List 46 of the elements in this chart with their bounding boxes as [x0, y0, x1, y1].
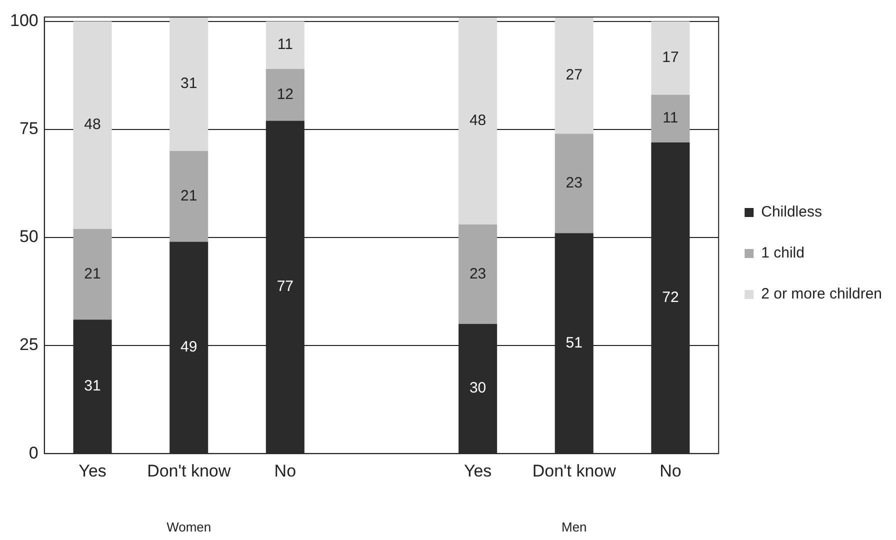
data-label: 48: [84, 116, 101, 134]
data-label: 51: [566, 334, 582, 352]
bar: [170, 151, 208, 242]
bar: [266, 21, 304, 69]
data-label: 23: [566, 174, 582, 192]
bar: [458, 224, 498, 324]
data-label: 72: [662, 288, 679, 306]
x-tick-label: No: [274, 461, 296, 480]
x-tick-label: Yes: [78, 461, 106, 480]
y-tick-label: 50: [19, 227, 38, 246]
data-label: 77: [276, 278, 294, 296]
data-label: 31: [84, 377, 101, 394]
x-tick-label: Don't know: [532, 461, 617, 480]
data-label: 12: [276, 86, 294, 103]
data-label: 17: [662, 49, 679, 66]
data-label: 11: [277, 36, 293, 54]
data-label: 27: [566, 66, 582, 84]
bar: [554, 134, 594, 234]
data-label: 48: [469, 112, 486, 129]
legend-label: 1 child: [761, 244, 804, 262]
y-tick-label: 75: [19, 119, 38, 138]
bar: [73, 228, 112, 320]
bar: [651, 21, 690, 95]
data-label: 21: [180, 188, 198, 205]
data-label: 23: [469, 265, 486, 282]
text: Women: [166, 520, 212, 535]
legend-label: Childless: [761, 204, 822, 221]
y-tick-label: 0: [28, 443, 38, 462]
data-label: 30: [469, 380, 486, 397]
data-label: 21: [84, 265, 101, 282]
x-tick-label: Don't know: [147, 461, 232, 480]
x-tick-label: No: [660, 461, 682, 480]
legend-label: 2 or more children: [761, 286, 882, 303]
bar: [170, 17, 208, 152]
x-tick-label: Yes: [464, 461, 492, 480]
bar: [458, 17, 498, 224]
data-label: 31: [180, 75, 198, 92]
data-label: 49: [180, 338, 198, 356]
data-label: 11: [662, 110, 678, 127]
bar: [266, 68, 304, 121]
bar: [554, 17, 594, 134]
y-tick-label: 100: [10, 11, 38, 30]
bar: [651, 94, 690, 142]
y-tick-label: 25: [19, 335, 38, 354]
text: Men: [561, 520, 587, 535]
bar: [73, 21, 112, 229]
